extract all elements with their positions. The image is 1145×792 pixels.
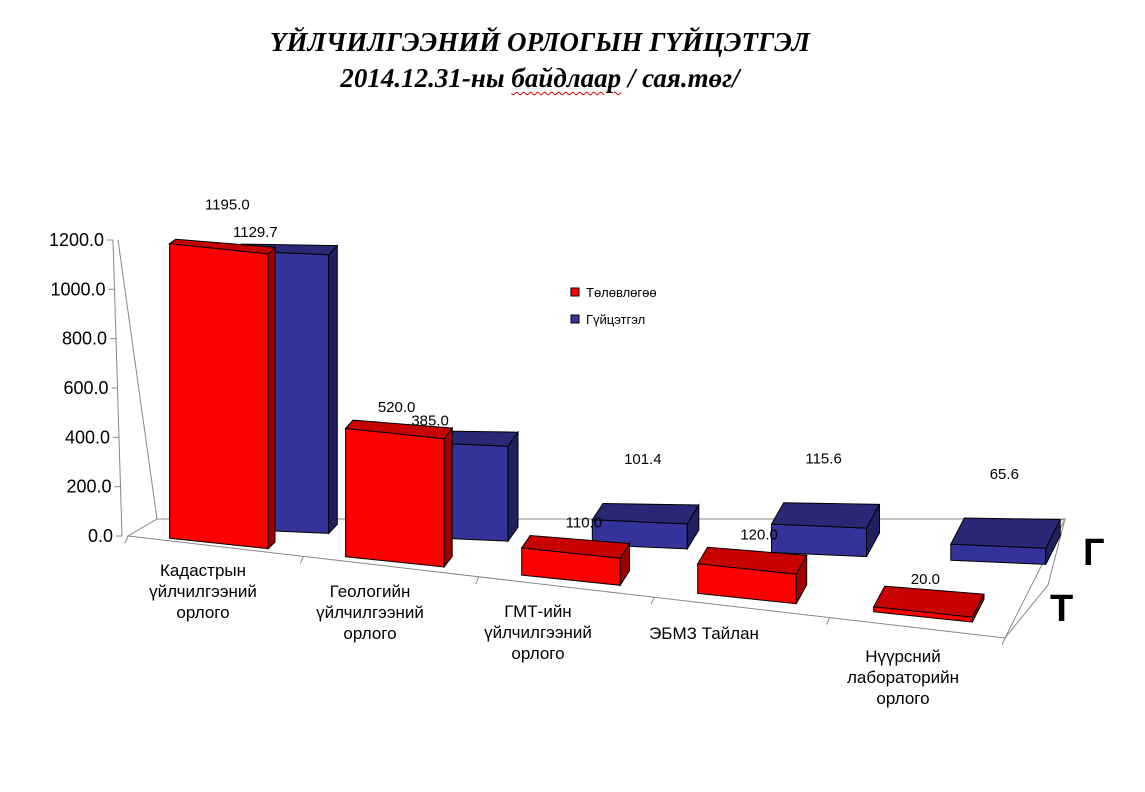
title-line-1: ҮЙЛЧИЛГЭЭНИЙ ОРЛОГЫН ГҮЙЦЭТГЭЛ [270,27,810,57]
title-unit: / сая.төг/ [621,63,740,93]
x-category-label: орлого [343,624,396,643]
x-tick [826,617,831,625]
bar-actual [770,502,881,558]
chart-title: ҮЙЛЧИЛГЭЭНИЙ ОРЛОГЫН ГҮЙЦЭТГЭЛ 2014.12.3… [0,24,1080,96]
back-wall-edge [117,239,158,520]
x-category-label: Геологийн [330,582,411,601]
legend-label: Төлөвлөгөө [586,285,657,300]
bar-actual [591,502,700,551]
bar-side-face [267,246,276,550]
bar-top-face [520,534,631,559]
legend: Төлөвлөгөө Гүйцэтгэл [570,285,657,327]
bar-top-face [591,502,700,525]
y-tick-label: 200.0 [66,477,111,497]
bar-actual [949,517,1062,565]
depth-label-plan: Т [1050,588,1073,630]
bar-side-face [507,430,519,543]
legend-swatch [570,314,580,324]
bar-top-face [949,517,1062,549]
y-tick-label: 800.0 [62,329,107,349]
title-spellcheck-word: байдлаар [511,63,622,93]
bar-front-face [169,243,269,550]
title-line-2: 2014.12.31-ны байдлаар / сая.төг/ [0,60,1080,96]
depth-axis-line [1004,584,1049,639]
bar-front-face [345,427,445,568]
x-tick [299,556,304,564]
y-tick-label: 1000.0 [50,279,105,299]
x-category-label: лабораторийн [847,668,959,687]
bar-plan [520,534,631,588]
x-category-label: ГМТ-ийн [504,602,571,621]
x-category-label: орлого [876,689,929,708]
x-tick [124,535,129,544]
x-category-label: үйлчилгээний [149,582,257,601]
data-label: 101.4 [624,451,662,468]
bar-plan [696,546,808,605]
data-label: 120.0 [740,526,778,543]
bar-top-face [770,502,881,529]
data-label: 65.6 [990,466,1019,483]
data-label: 520.0 [378,399,416,416]
legend-swatch [570,287,580,297]
x-category-label: орлого [176,603,229,622]
data-label: 1129.7 [233,224,278,241]
data-label: 20.0 [911,571,940,588]
x-tick [650,597,655,605]
bar-top-face [696,546,808,575]
x-tick [1001,637,1006,646]
bar-top-face [344,419,454,440]
data-label: 115.6 [805,451,841,468]
y-tick-label: 400.0 [65,427,110,447]
x-category-label: орлого [511,644,564,663]
data-label: 110.0 [566,514,602,531]
title-date: 2014.12.31-ны [340,63,512,93]
legend-label: Гүйцэтгэл [586,312,645,327]
bar-plan [344,419,454,569]
x-category-label: үйлчилгээний [316,603,424,622]
bar-plan [168,238,277,550]
y-tick-label: 600.0 [63,378,108,398]
bar-front-face [771,523,867,558]
x-category-label: ЭБМЗ Тайлан [649,624,759,643]
x-category-label: Кадастрын [160,561,246,580]
bar-top-face [168,238,277,255]
x-tick [475,576,480,584]
y-tick-label: 0.0 [88,526,113,546]
bar-plan [872,585,985,623]
y-tick-label: 1200.0 [49,230,104,250]
bar-side-face [328,244,338,535]
x-category-label: Нүүрсний [865,647,941,666]
depth-axis-line-back [1047,518,1066,586]
data-label: 1195.0 [205,196,250,213]
depth-label-actual: Г [1083,532,1105,574]
bar-top-face [872,585,985,618]
bar-side-face [443,426,453,569]
x-category-label: үйлчилгээний [484,623,592,642]
